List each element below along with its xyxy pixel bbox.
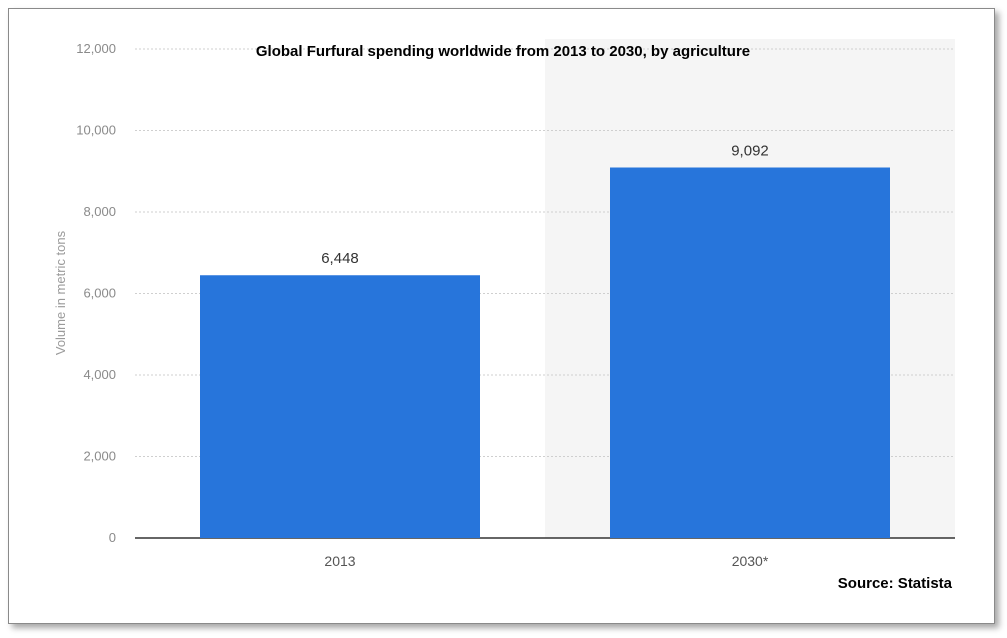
y-tick-label: 6,000 <box>83 286 116 301</box>
data-label: 6,448 <box>321 250 359 267</box>
data-label: 9,092 <box>731 143 769 160</box>
y-tick-label: 12,000 <box>76 41 116 56</box>
bar-2013[interactable] <box>200 275 480 538</box>
y-axis-label: Volume in metric tons <box>53 230 68 355</box>
source-label: Source: Statista <box>838 575 953 592</box>
chart-title: Global Furfural spending worldwide from … <box>256 43 750 60</box>
y-tick-label: 2,000 <box>83 449 116 464</box>
x-tick-label: 2030* <box>732 553 769 569</box>
x-tick-label: 2013 <box>324 553 355 569</box>
bar-2030[interactable] <box>610 167 890 538</box>
y-tick-label: 4,000 <box>83 367 116 382</box>
y-tick-label: 0 <box>109 530 116 545</box>
y-tick-label: 10,000 <box>76 123 116 138</box>
y-tick-label: 8,000 <box>83 204 116 219</box>
